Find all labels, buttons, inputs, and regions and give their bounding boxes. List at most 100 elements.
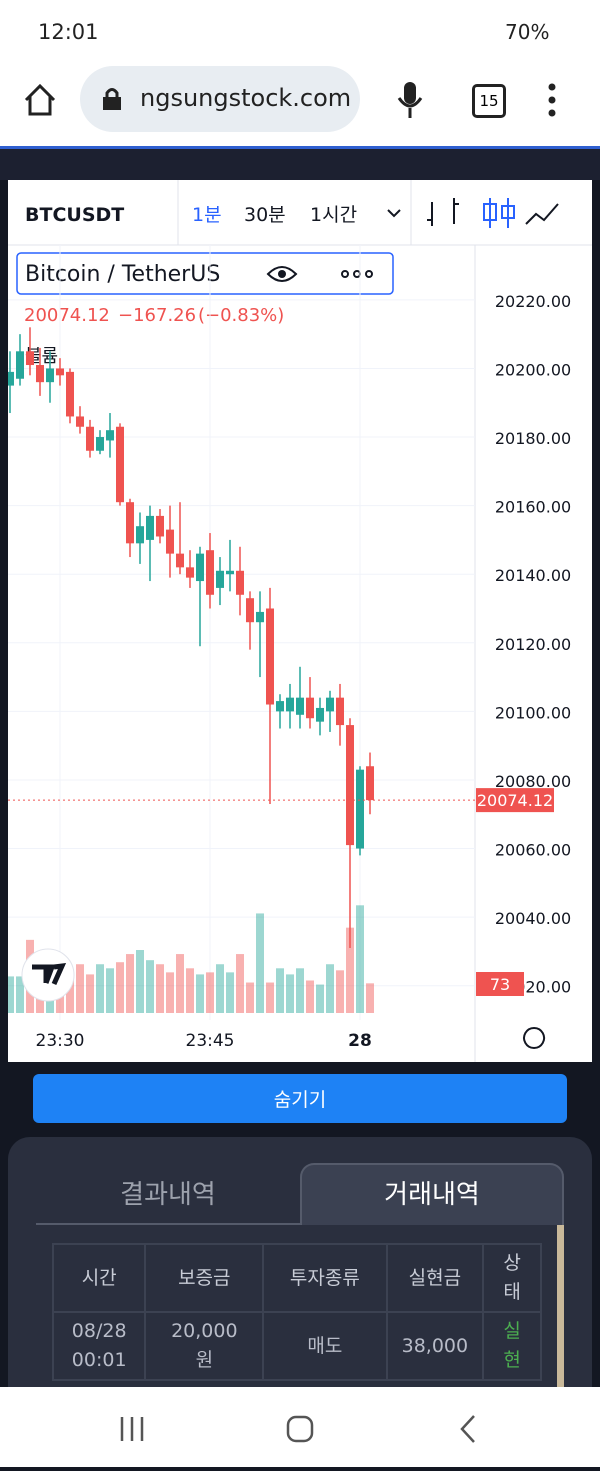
y-tick-label: 20140.00 — [495, 566, 571, 585]
menu-icon[interactable] — [545, 82, 559, 118]
candle-body — [316, 707, 324, 722]
volume-bar — [326, 964, 334, 1013]
volume-bar — [356, 905, 364, 1013]
mic-icon[interactable] — [395, 80, 425, 120]
interval[interactable]: 1분 — [192, 204, 222, 226]
history-panel: 결과내역 거래내역 시간 보증금 투자종류 실현금 상태 08/28 00:01 20,0… — [8, 1137, 592, 1397]
candle-body — [36, 365, 44, 383]
tab-active[interactable]: 거래내역 — [300, 1163, 564, 1225]
volume-bar — [246, 982, 254, 1013]
candle-body — [156, 515, 164, 537]
y-tick-label: 20040.00 — [495, 909, 571, 928]
volume-bar — [206, 972, 214, 1013]
candle-body — [26, 351, 34, 366]
candle-body — [96, 437, 104, 451]
cell: 38,000 — [385, 1311, 485, 1381]
candle-body — [256, 611, 264, 623]
legend-close: 20074.12 — [24, 305, 110, 326]
volume-tag — [476, 972, 524, 996]
header-cell: 상태 — [482, 1243, 542, 1313]
y-tick-label: 20180.00 — [495, 429, 571, 448]
candle-body — [366, 766, 374, 801]
y-tick-label: 20220.00 — [495, 292, 571, 311]
scrollbar — [557, 1225, 564, 1395]
candle-body — [276, 701, 284, 712]
volume-bar — [266, 982, 274, 1013]
y-tick-label: 20100.00 — [495, 703, 571, 722]
volume-tag-label: 73 — [490, 975, 510, 994]
y-tick-label: 20200.00 — [495, 360, 571, 379]
candle-body — [236, 570, 244, 595]
candle-body — [326, 697, 334, 712]
tab[interactable]: 결과내역 — [36, 1165, 300, 1225]
volume-bar — [196, 974, 204, 1013]
interval[interactable]: 30분 — [244, 204, 286, 226]
battery: 70% — [505, 20, 550, 44]
candle-body — [336, 697, 344, 726]
x-tick-label: 23:30 — [36, 1031, 85, 1051]
header-cell: 보증금 — [144, 1243, 265, 1313]
candle-body — [356, 769, 364, 849]
home-icon[interactable] — [22, 82, 58, 118]
price-tag-label: 20074.12 — [477, 791, 553, 810]
interval[interactable]: 1시간 — [310, 204, 357, 226]
cell: 08/28 00:01 — [51, 1311, 147, 1381]
site-header — [0, 146, 600, 180]
settings-icon — [523, 1027, 546, 1049]
volume-bar — [146, 960, 154, 1013]
volume-bar — [76, 964, 84, 1013]
chart-widget: BTCUSDT 1분 30분 1시간 Bitcoin / TetherUS 20… — [6, 180, 592, 1062]
volume-bar — [186, 968, 194, 1013]
candle-body — [16, 351, 24, 379]
tab-count[interactable]: 15 — [472, 84, 506, 118]
y-tick-label: 20060.00 — [495, 841, 571, 860]
candle-body — [86, 426, 94, 451]
volume-bar — [366, 983, 374, 1013]
line-icon[interactable] — [525, 203, 559, 225]
volume-bar — [216, 964, 224, 1013]
volume-bar — [86, 974, 94, 1013]
dropdown[interactable] — [387, 209, 401, 218]
candle-body — [246, 598, 254, 623]
candle-body — [56, 368, 64, 376]
candle-icon[interactable] — [483, 198, 515, 228]
volume-bar — [176, 954, 184, 1013]
candle-body — [146, 515, 154, 540]
cell: 20,000 원 — [144, 1311, 265, 1381]
hide-button[interactable]: 숨기기 — [33, 1074, 567, 1123]
candle-body — [296, 697, 304, 715]
volume-bar — [166, 972, 174, 1013]
cell: 매도 — [262, 1311, 388, 1381]
volume-bar — [256, 913, 264, 1013]
candle-body — [106, 430, 114, 441]
volume-bar — [346, 927, 354, 1013]
candle-body — [176, 553, 184, 568]
volume-bar — [106, 968, 114, 1013]
chart: BTCUSDT 1분 30분 1시간 Bitcoin / TetherUS 20… — [6, 180, 592, 1062]
nav-icons — [120, 1415, 475, 1443]
candle-body — [206, 550, 214, 595]
candle-body — [346, 725, 354, 846]
candle-body — [226, 570, 234, 575]
volume-bar — [96, 964, 104, 1013]
url-bar[interactable]: ngsungstock.com — [80, 66, 360, 132]
lock-icon — [103, 88, 121, 110]
candle-body — [116, 426, 124, 503]
bar-icon[interactable] — [427, 198, 459, 226]
trade-table: 시간 보증금 투자종류 실현금 상태 08/28 00:01 20,000 원 매도 38,0… — [51, 1243, 542, 1381]
candle-body — [76, 416, 84, 427]
y-tick-label: 20080.00 — [495, 772, 571, 791]
volume-bar — [126, 954, 134, 1013]
volume-bar — [296, 968, 304, 1013]
eye-icon[interactable] — [266, 266, 298, 282]
candle-body — [286, 697, 294, 712]
legend-change: −167.26 — [118, 305, 196, 326]
volume-bar — [316, 984, 324, 1013]
volume-bar — [306, 980, 314, 1013]
logo — [32, 962, 67, 986]
x-tick-label: 23:45 — [186, 1031, 235, 1051]
volume-bar — [136, 950, 144, 1013]
volume-bar — [66, 972, 74, 1013]
eye-icon — [278, 270, 286, 278]
